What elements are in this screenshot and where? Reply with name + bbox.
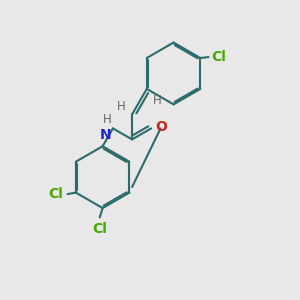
Text: Cl: Cl: [49, 187, 64, 201]
Text: Cl: Cl: [92, 222, 107, 236]
Text: O: O: [156, 120, 167, 134]
Text: H: H: [103, 113, 112, 126]
Text: N: N: [100, 128, 112, 142]
Text: Cl: Cl: [212, 50, 226, 64]
Text: H: H: [153, 94, 162, 107]
Text: H: H: [117, 100, 126, 113]
